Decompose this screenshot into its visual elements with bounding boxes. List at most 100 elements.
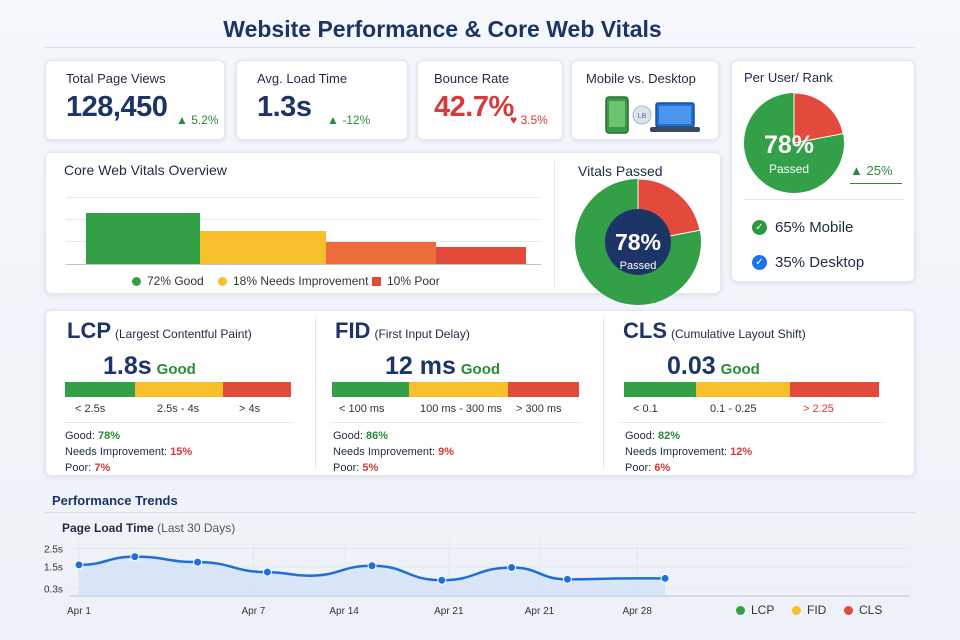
stat-value: 78% xyxy=(98,430,121,442)
threshold-good xyxy=(65,382,135,397)
check-icon: ✓ xyxy=(752,220,767,235)
threshold-good xyxy=(332,382,409,397)
threshold-needs-improvement xyxy=(696,382,790,397)
stat-value: 9% xyxy=(438,446,455,458)
y-tick-label: 1.5s xyxy=(44,563,63,574)
badge-bubble xyxy=(632,105,652,125)
kpi-delta: ♥ 3.5% xyxy=(510,113,548,127)
stat-needs-improvement: Needs Improvement: 15% xyxy=(65,446,192,458)
red-dot-icon xyxy=(844,605,853,615)
vitals-passed-donut: 78% Passed xyxy=(575,178,701,305)
metric-cls: CLS (Cumulative Layout Shift) 0.03 Good < … xyxy=(603,310,915,476)
metric-title: FID (First Input Delay) xyxy=(335,318,470,344)
metric-divider xyxy=(621,422,883,423)
yellow-dot-icon xyxy=(792,605,801,615)
trends-rule xyxy=(45,512,915,513)
kpi-card-load-time: Avg. Load Time 1.3s ▲ -12% xyxy=(236,60,408,140)
legend-label: 18% Needs Improvement xyxy=(233,274,369,288)
overview-bar-good xyxy=(86,213,200,264)
green-dot-icon xyxy=(736,605,745,615)
threshold-bar xyxy=(65,382,291,397)
threshold-good xyxy=(624,382,696,397)
kpi-delta-value: -12% xyxy=(342,113,371,127)
metric-lcp: LCP (Largest Contentful Paint) 1.8s Good <… xyxy=(45,310,315,476)
stat-value: 5% xyxy=(362,462,379,474)
legend-label: FID xyxy=(807,603,827,617)
legend-label: LCP xyxy=(751,603,775,617)
stat-poor: Poor: 6% xyxy=(625,462,670,474)
stat-label: Needs Improvement: xyxy=(333,446,436,458)
kpi-delta-value: 3.5% xyxy=(520,113,548,127)
kpi-card-mobile-desktop: Mobile vs. Desktop LB xyxy=(571,60,719,140)
data-point xyxy=(367,561,377,571)
data-point xyxy=(74,560,84,570)
metric-fid: FID (First Input Delay) 12 ms Good < 100 m… xyxy=(313,310,603,476)
chart-title-main: Page Load Time xyxy=(62,521,154,535)
overview-card: Core Web Vitals Overview 72% Good 18% Ne… xyxy=(45,152,721,305)
metric-value-number: 12 ms xyxy=(385,352,456,380)
rank-card-label: Per User/ Rank xyxy=(744,70,833,85)
stat-value: 7% xyxy=(94,462,111,474)
stat-label: Needs Improvement: xyxy=(65,446,168,458)
metric-value-number: 1.8s xyxy=(103,352,152,380)
stat-poor: Poor: 5% xyxy=(333,462,378,474)
threshold-label-poor: > 300 ms xyxy=(516,403,562,415)
kpi-delta: ▲ -12% xyxy=(327,113,370,127)
data-point xyxy=(437,575,447,585)
metric-full-name: (First Input Delay) xyxy=(374,327,470,341)
kpi-value: 42.7% xyxy=(434,91,514,123)
metric-full-name: (Cumulative Layout Shift) xyxy=(671,327,806,341)
device-row-desktop: ✓ 35% Desktop xyxy=(752,254,864,271)
threshold-label-ni: 0.1 - 0.25 xyxy=(710,403,757,415)
y-tick-label: 2.5s xyxy=(44,545,63,556)
stat-label: Good: xyxy=(333,430,363,442)
metric-divider xyxy=(331,422,581,423)
data-point xyxy=(130,552,140,562)
heart-icon: ♥ xyxy=(510,113,518,127)
rank-delta-underline xyxy=(850,183,902,184)
legend-good: 72% Good xyxy=(132,274,204,288)
stat-label: Good: xyxy=(625,430,655,442)
rank-delta: ▲ 25% xyxy=(850,163,893,178)
stat-value: 82% xyxy=(658,430,681,442)
metric-value: 12 ms Good xyxy=(385,352,500,381)
x-tick-label: Apr 21 xyxy=(434,606,464,617)
metric-title: CLS (Cumulative Layout Shift) xyxy=(623,318,806,344)
vitals-passed-title: Vitals Passed xyxy=(578,163,663,179)
threshold-bar xyxy=(332,382,579,397)
trends-title: Performance Trends xyxy=(52,493,178,508)
donut-percent: 78% xyxy=(615,229,661,255)
arrow-up-icon: ▲ xyxy=(176,113,188,127)
threshold-bar xyxy=(624,382,879,397)
overview-bar-needs-improvement xyxy=(200,231,326,264)
threshold-label-ni: 100 ms - 300 ms xyxy=(420,403,502,415)
threshold-needs-improvement xyxy=(409,382,508,397)
mobile-desktop-illustration: LB xyxy=(605,96,700,134)
check-icon: ✓ xyxy=(752,255,767,270)
kpi-label: Mobile vs. Desktop xyxy=(586,71,696,86)
green-dot-icon xyxy=(132,276,141,286)
threshold-poor xyxy=(508,382,579,397)
data-point xyxy=(262,567,272,577)
overview-bar-poor-1 xyxy=(326,242,436,264)
y-tick-label: 0.3s xyxy=(44,584,63,595)
data-point xyxy=(660,573,670,583)
x-tick-label: Apr 7 xyxy=(241,606,265,617)
chart-title: Page Load Time (Last 30 Days) xyxy=(62,521,235,535)
metric-status: Good xyxy=(720,361,760,378)
threshold-label-poor: > 4s xyxy=(239,403,261,415)
threshold-label-good: < 100 ms xyxy=(339,403,385,415)
pie-failed-slice xyxy=(793,92,844,144)
red-square-icon xyxy=(372,276,381,286)
donut-center xyxy=(605,209,671,275)
kpi-label: Total Page Views xyxy=(66,71,166,86)
kpi-value: 1.3s xyxy=(257,91,312,123)
page-title: Website Performance & Core Web Vitals xyxy=(223,16,662,42)
threshold-label-good: < 0.1 xyxy=(633,403,658,415)
stat-label: Needs Improvement: xyxy=(625,446,728,458)
legend-label: 10% Poor xyxy=(387,274,440,288)
kpi-delta-value: 5.2% xyxy=(191,113,219,127)
device-label: 35% Desktop xyxy=(775,254,865,271)
metric-status: Good xyxy=(460,361,501,378)
threshold-label-ni: 2.5s - 4s xyxy=(157,403,200,415)
